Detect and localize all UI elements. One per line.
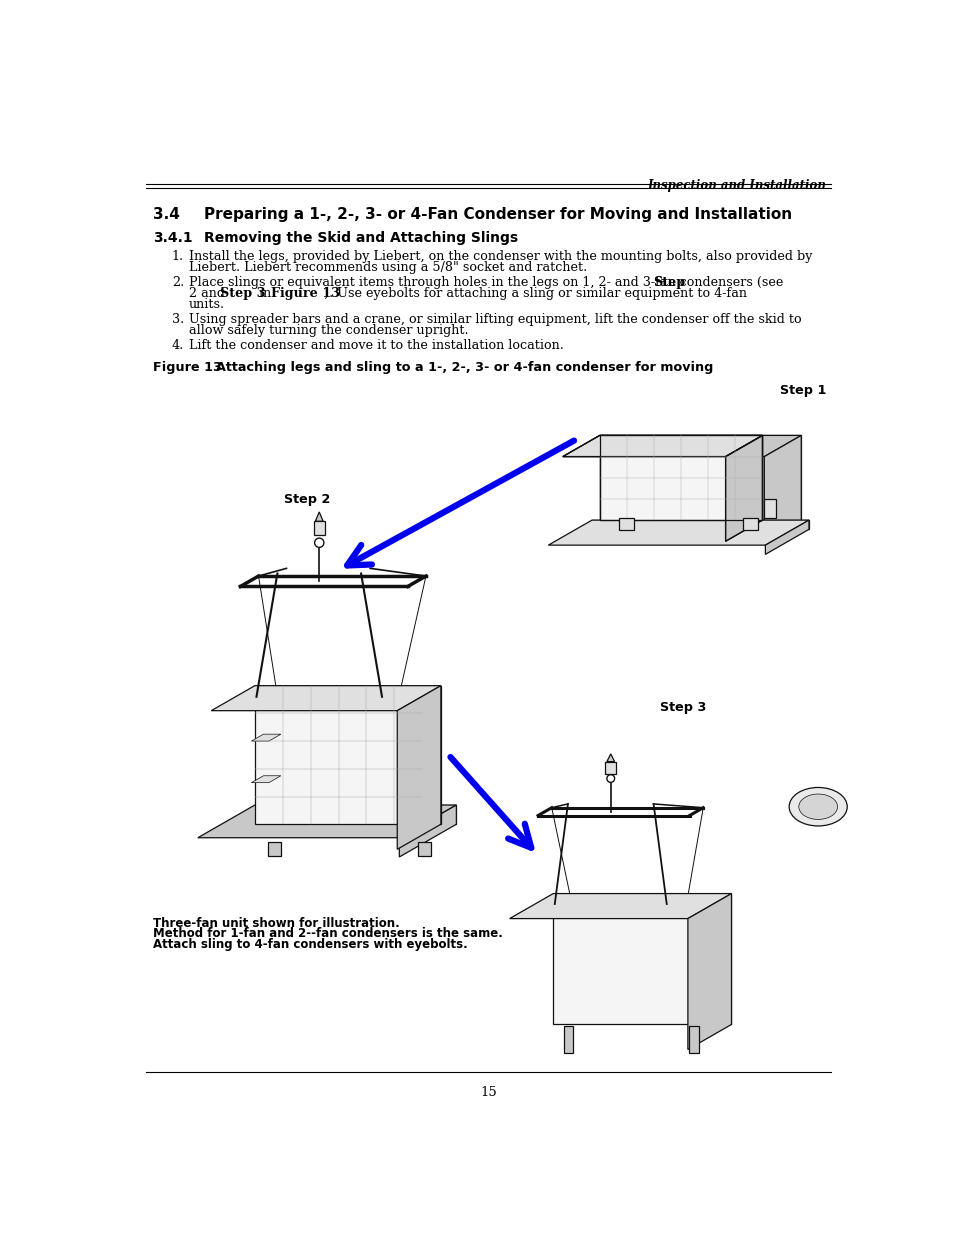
Circle shape — [314, 538, 324, 547]
Polygon shape — [254, 685, 440, 824]
Polygon shape — [211, 685, 440, 710]
Text: Step 2: Step 2 — [283, 493, 330, 506]
Text: 3.: 3. — [172, 312, 184, 326]
Ellipse shape — [798, 794, 837, 820]
Circle shape — [606, 774, 614, 782]
Bar — [314, 521, 324, 535]
Text: Figure 13: Figure 13 — [153, 361, 222, 374]
Text: 15: 15 — [480, 1086, 497, 1099]
Text: Using spreader bars and a crane, or similar lifting equipment, lift the condense: Using spreader bars and a crane, or simi… — [189, 312, 801, 326]
Polygon shape — [399, 805, 456, 857]
Polygon shape — [563, 1026, 573, 1053]
Text: Method for 1-fan and 2--fan condensers is the same.: Method for 1-fan and 2--fan condensers i… — [153, 927, 502, 940]
Ellipse shape — [788, 788, 846, 826]
Text: Liebert. Liebert recommends using a 5/8" socket and ratchet.: Liebert. Liebert recommends using a 5/8"… — [189, 261, 587, 274]
Polygon shape — [417, 842, 431, 856]
Text: Attach sling to 4-fan condensers with eyebolts.: Attach sling to 4-fan condensers with ey… — [153, 939, 468, 951]
Polygon shape — [741, 519, 758, 530]
Polygon shape — [725, 436, 761, 541]
Text: Figure 13: Figure 13 — [271, 287, 339, 300]
Polygon shape — [562, 436, 801, 457]
Text: 3.4: 3.4 — [153, 207, 180, 222]
Polygon shape — [396, 685, 440, 850]
Text: 3.4.1: 3.4.1 — [153, 231, 193, 246]
Polygon shape — [618, 519, 634, 530]
Text: units.: units. — [189, 298, 225, 310]
Polygon shape — [599, 436, 761, 520]
Text: 1.: 1. — [172, 249, 184, 263]
Text: 2.: 2. — [172, 275, 184, 289]
Polygon shape — [252, 734, 280, 741]
Polygon shape — [592, 520, 808, 530]
Polygon shape — [606, 753, 614, 762]
Text: allow safely turning the condenser upright.: allow safely turning the condenser uprig… — [189, 324, 468, 337]
FancyArrowPatch shape — [347, 441, 574, 566]
Polygon shape — [553, 894, 731, 1025]
Ellipse shape — [874, 794, 912, 820]
Text: Step 1: Step 1 — [779, 384, 825, 396]
Polygon shape — [763, 436, 801, 541]
Polygon shape — [562, 436, 761, 457]
Text: Install the legs, provided by Liebert, on the condenser with the mounting bolts,: Install the legs, provided by Liebert, o… — [189, 249, 812, 263]
Text: Preparing a 1-, 2-, 3- or 4-Fan Condenser for Moving and Installation: Preparing a 1-, 2-, 3- or 4-Fan Condense… — [204, 207, 792, 222]
FancyArrowPatch shape — [450, 757, 531, 847]
Polygon shape — [599, 436, 801, 520]
Text: Inspection and Installation: Inspection and Installation — [646, 179, 825, 191]
Polygon shape — [764, 520, 808, 555]
Polygon shape — [763, 499, 775, 519]
Polygon shape — [509, 894, 731, 919]
Text: Attaching legs and sling to a 1-, 2-, 3- or 4-fan condenser for moving: Attaching legs and sling to a 1-, 2-, 3-… — [207, 361, 712, 374]
Text: Three-fan unit shown for illustration.: Three-fan unit shown for illustration. — [153, 916, 399, 930]
Polygon shape — [252, 776, 280, 783]
Text: Step 3: Step 3 — [659, 701, 705, 714]
Text: Step 3: Step 3 — [220, 287, 265, 300]
Polygon shape — [315, 513, 323, 521]
Text: ). Use eyebolts for attaching a sling or similar equipment to 4-fan: ). Use eyebolts for attaching a sling or… — [324, 287, 746, 300]
Text: 4.: 4. — [172, 340, 184, 352]
Ellipse shape — [864, 788, 923, 826]
Polygon shape — [254, 805, 456, 824]
Text: Step: Step — [652, 275, 684, 289]
Bar — [605, 762, 616, 774]
Text: Place slings or equivalent items through holes in the legs on 1, 2- and 3-fan co: Place slings or equivalent items through… — [189, 275, 786, 289]
Text: 2 and: 2 and — [189, 287, 229, 300]
Polygon shape — [268, 842, 280, 856]
Polygon shape — [688, 1026, 698, 1053]
Text: in: in — [255, 287, 275, 300]
Polygon shape — [197, 805, 456, 837]
Polygon shape — [687, 894, 731, 1050]
Polygon shape — [548, 520, 808, 545]
Text: Removing the Skid and Attaching Slings: Removing the Skid and Attaching Slings — [204, 231, 518, 246]
Text: Lift the condenser and move it to the installation location.: Lift the condenser and move it to the in… — [189, 340, 563, 352]
